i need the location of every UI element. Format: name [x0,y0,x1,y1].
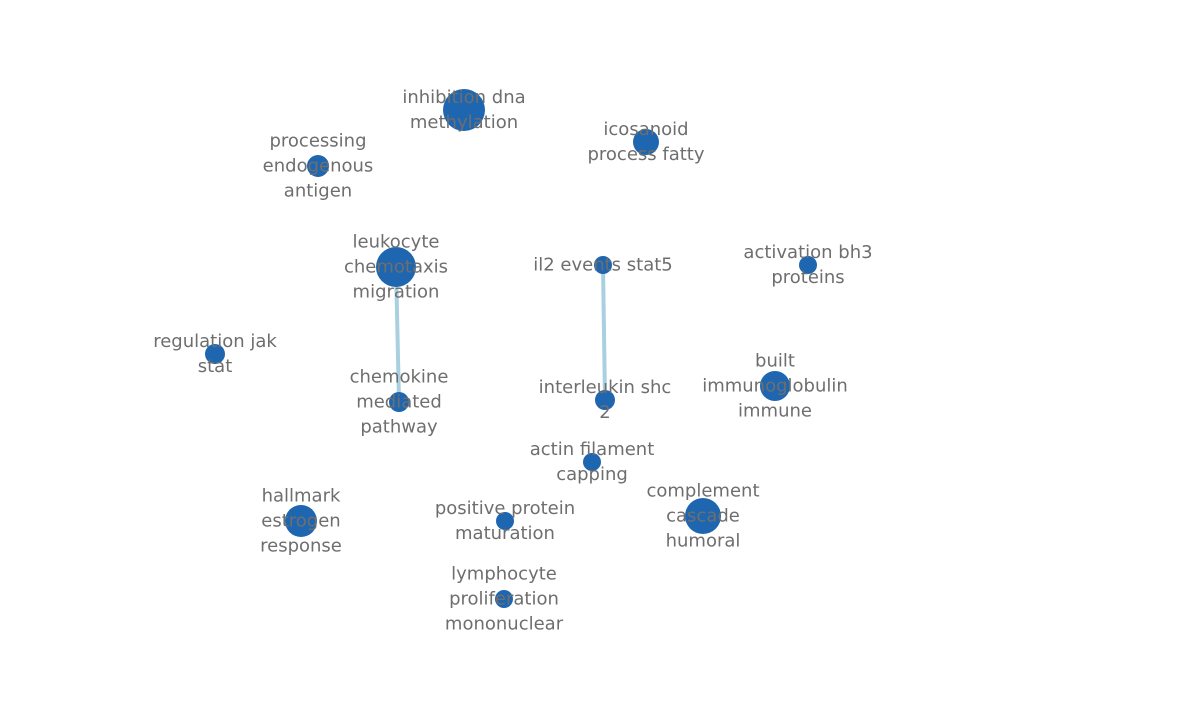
node-interleukin-shc-2[interactable] [595,390,615,410]
node-inhibition-dna-methylation[interactable] [443,89,485,131]
node-chemokine-mediated-pathway[interactable] [389,392,409,412]
edge-leukocyte-chemotaxis-migration-chemokine-mediated-pathway [394,265,401,404]
node-layer [205,89,817,608]
node-hallmark-estrogen-response[interactable] [285,505,317,537]
node-processing-endogenous-antigen[interactable] [307,155,329,177]
node-complement-cascade-humoral[interactable] [685,498,721,534]
node-actin-filament-capping[interactable] [583,453,601,471]
node-il2-events-stat5[interactable] [594,256,612,274]
node-activation-bh3-proteins[interactable] [799,256,817,274]
node-built-immunoglobulin-immune[interactable] [760,371,790,401]
node-lymphocyte-proliferation-mononuclear[interactable] [495,590,513,608]
node-icosanoid-process-fatty[interactable] [633,129,659,155]
node-positive-protein-maturation[interactable] [496,512,514,530]
node-regulation-jak-stat[interactable] [205,344,225,364]
node-leukocyte-chemotaxis-migration[interactable] [376,247,416,287]
edge-il2-events-stat5-interleukin-shc-2 [601,263,607,402]
edge-layer [394,263,607,404]
